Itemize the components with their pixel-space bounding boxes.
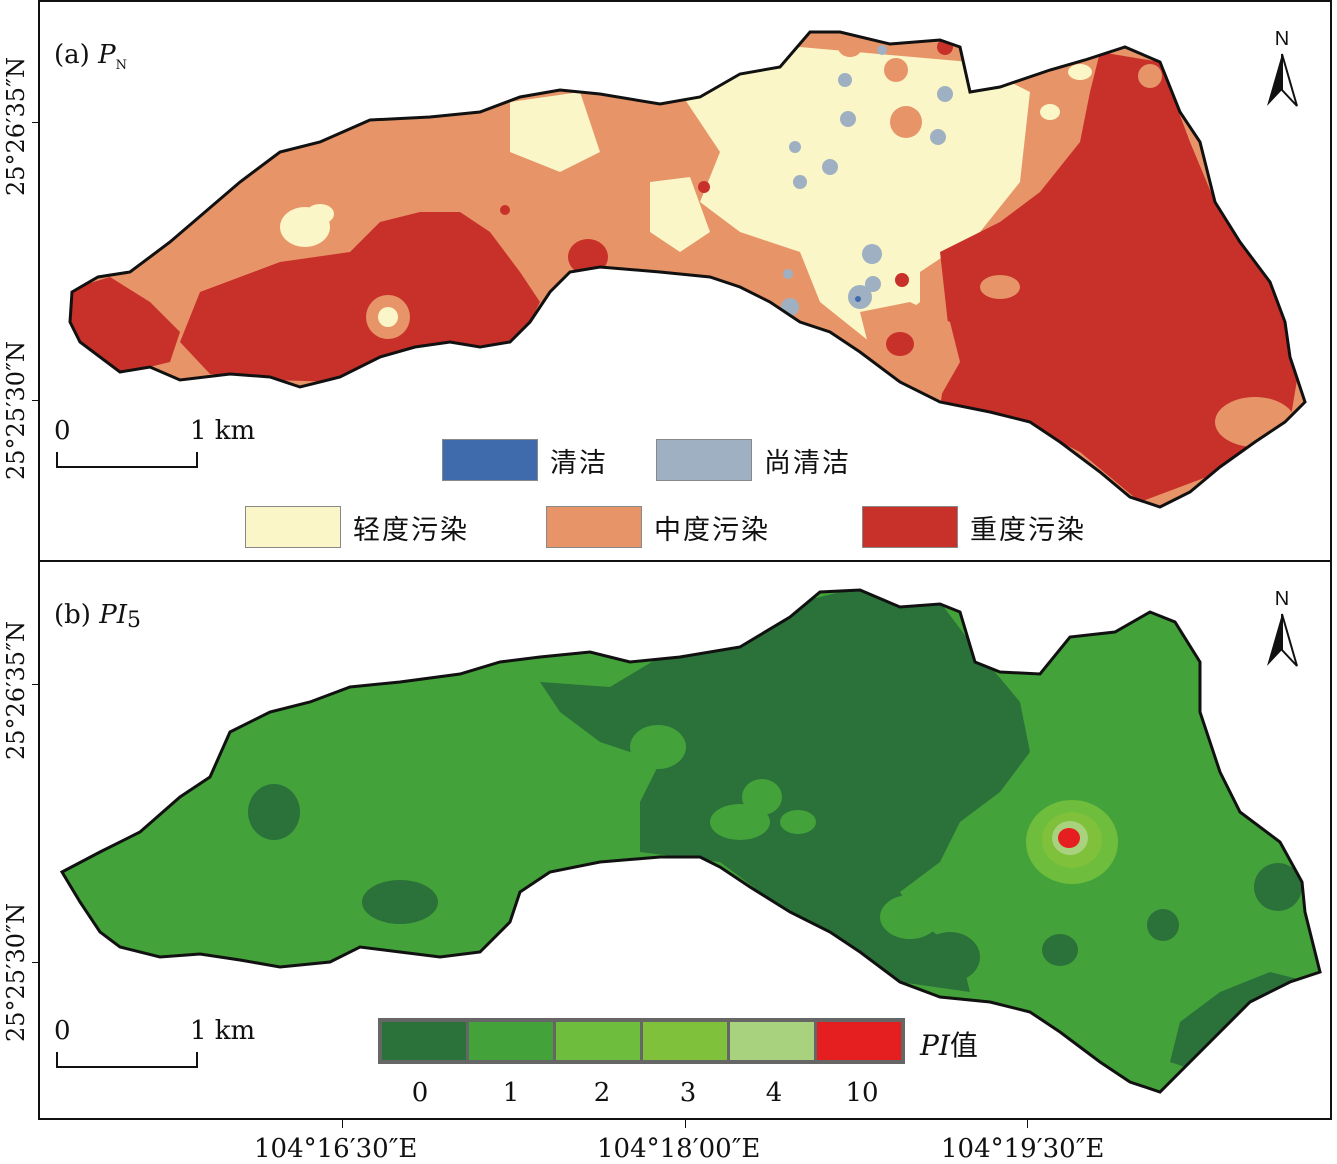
legend-item-fairly-clean: 尚清洁 xyxy=(656,439,851,481)
map-panel-a: (a) PN N 0 1 km 清洁 尚清洁 轻度污染 中度污染 重度污染 xyxy=(38,0,1332,562)
legend-swatch xyxy=(656,439,752,481)
latitude-label: 25°25′30″N xyxy=(2,340,30,480)
longitude-label: 104°18′00″E xyxy=(597,1134,761,1164)
lat-tick xyxy=(32,962,38,963)
legend-label: 中度污染 xyxy=(654,514,770,546)
legend-swatch xyxy=(245,506,341,548)
legend-label: 重度污染 xyxy=(970,514,1086,546)
lat-tick xyxy=(32,684,38,685)
longitude-label: 104°19′30″E xyxy=(941,1134,1105,1164)
north-arrow-icon: N xyxy=(1262,28,1302,110)
latitude-label: 25°26′35″N xyxy=(2,620,30,760)
scale-zero: 0 xyxy=(54,1016,71,1046)
latitude-label: 25°26′35″N xyxy=(2,56,30,196)
legend-item-clean: 清洁 xyxy=(442,439,608,481)
pi-tick-label: 4 xyxy=(765,1078,783,1108)
pi-swatch-10 xyxy=(817,1022,901,1060)
lon-tick xyxy=(1027,1120,1028,1128)
legend-label: 轻度污染 xyxy=(353,514,469,546)
pi-legend: PI值 0 1 2 3 4 10 xyxy=(378,1018,978,1108)
pi-legend-title: PI值 xyxy=(920,1029,978,1062)
legend-label: 尚清洁 xyxy=(764,447,851,479)
pi-tick-label: 1 xyxy=(502,1078,520,1108)
scale-distance: 1 km xyxy=(190,1016,256,1046)
scale-bar: 0 1 km xyxy=(54,416,255,476)
pi5-index-map xyxy=(60,588,1322,1094)
lat-tick xyxy=(32,400,38,401)
pi-tick-label: 3 xyxy=(679,1078,697,1108)
latitude-label: 25°25′30″N xyxy=(2,902,30,1042)
pi-swatch-1 xyxy=(469,1022,553,1060)
panel-a-label: (a) PN xyxy=(54,40,127,74)
pi-swatch-3 xyxy=(643,1022,727,1060)
legend-item-heavy-pollution: 重度污染 xyxy=(862,506,1086,548)
panel-b-label: (b) PI5 xyxy=(54,600,141,633)
legend-item-moderate-pollution: 中度污染 xyxy=(546,506,770,548)
north-arrow-icon: N xyxy=(1262,588,1302,670)
longitude-label: 104°16′30″E xyxy=(254,1134,418,1164)
lat-tick xyxy=(32,122,38,123)
legend-label: 清洁 xyxy=(550,447,608,479)
lon-tick xyxy=(685,1120,686,1128)
pi-tick-label: 2 xyxy=(593,1078,611,1108)
pi-swatch-2 xyxy=(556,1022,640,1060)
scale-zero: 0 xyxy=(54,416,71,446)
scale-bar: 0 1 km xyxy=(54,1016,255,1076)
pi-swatch-4 xyxy=(730,1022,814,1060)
legend-swatch xyxy=(546,506,642,548)
scale-distance: 1 km xyxy=(190,416,256,446)
pi-tick-label: 0 xyxy=(411,1078,429,1108)
pi-color-bar xyxy=(378,1018,905,1064)
north-label: N xyxy=(1274,588,1290,610)
legend-swatch xyxy=(862,506,958,548)
map-panel-b: (b) PI5 N 0 1 km PI值 0 1 2 3 4 10 xyxy=(38,560,1332,1120)
legend-swatch xyxy=(442,439,538,481)
pollution-map-pn xyxy=(68,30,1307,509)
lon-tick xyxy=(342,1120,343,1128)
pi-tick-label: 10 xyxy=(845,1078,879,1108)
legend-item-light-pollution: 轻度污染 xyxy=(245,506,469,548)
north-label: N xyxy=(1274,28,1290,50)
pi-swatch-0 xyxy=(382,1022,466,1060)
